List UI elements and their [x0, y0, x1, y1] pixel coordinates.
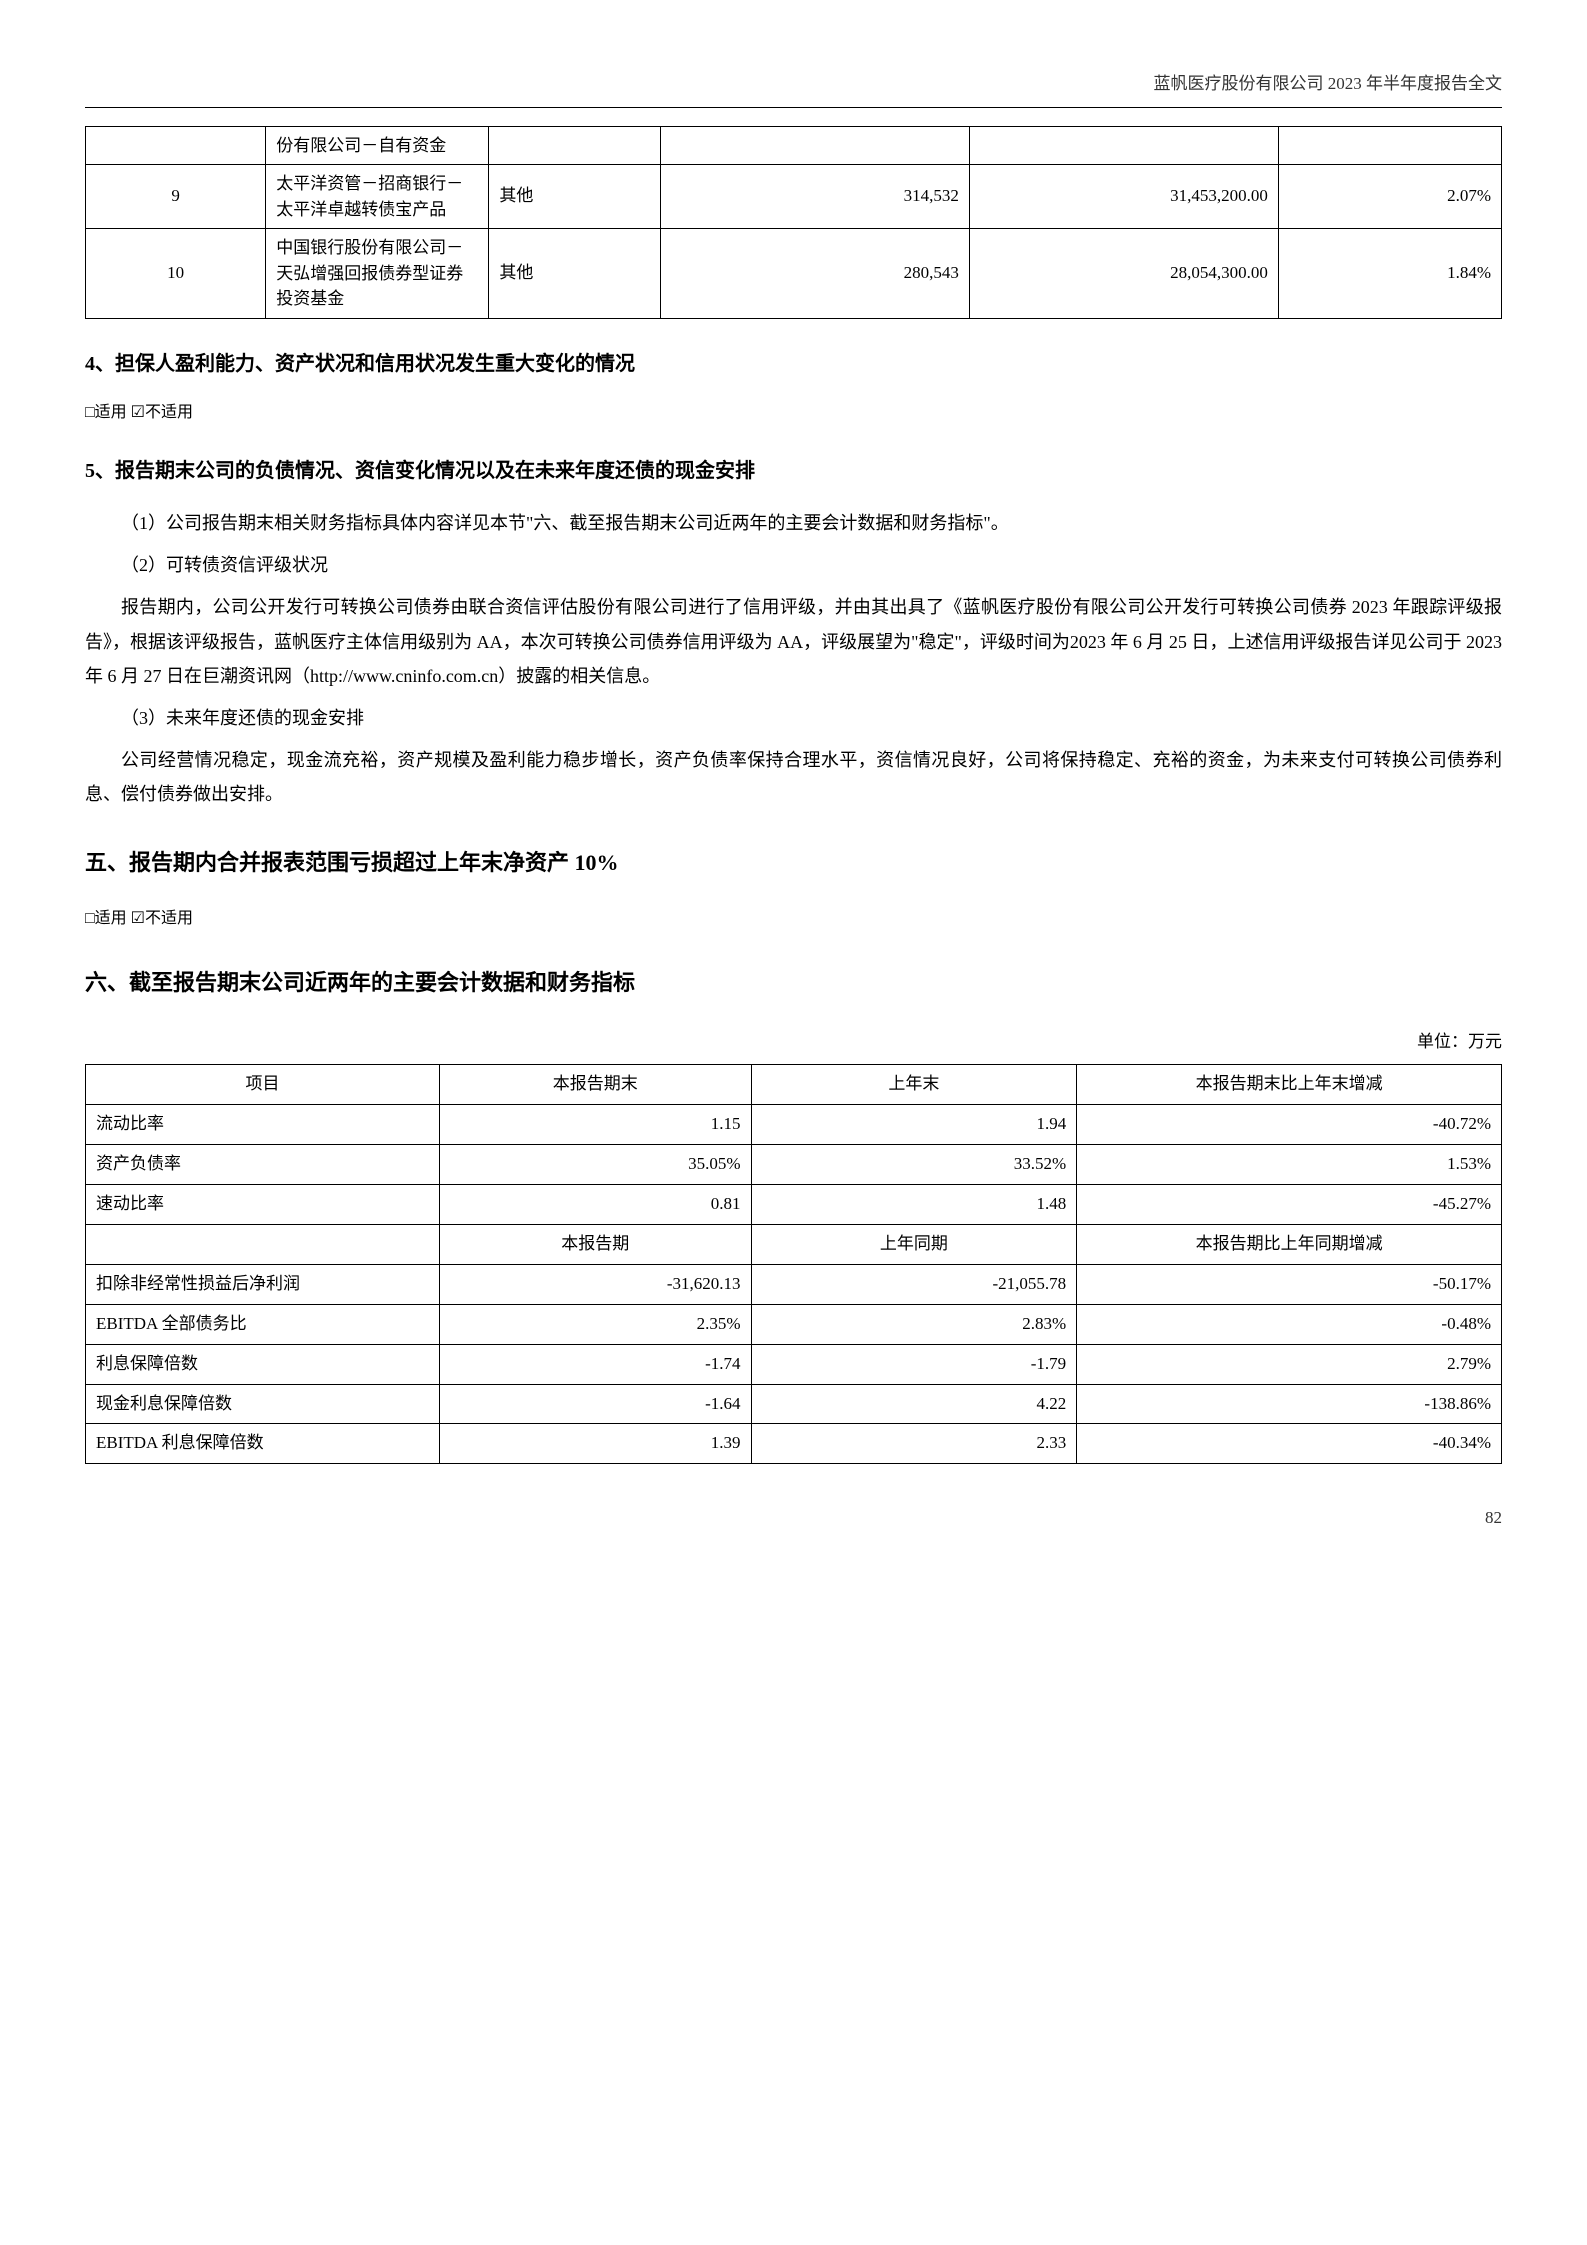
metric-prior: 2.83%	[751, 1304, 1077, 1344]
applicable-check: □适用 ☑不适用	[85, 905, 1502, 932]
pct-cell: 2.07%	[1278, 165, 1501, 229]
amount-cell: 31,453,200.00	[969, 165, 1278, 229]
table-row: EBITDA 利息保障倍数 1.39 2.33 -40.34%	[86, 1424, 1502, 1464]
metric-current: 1.39	[440, 1424, 752, 1464]
page-header: 蓝帆医疗股份有限公司 2023 年半年度报告全文	[85, 70, 1502, 108]
metric-change: -45.27%	[1077, 1185, 1502, 1225]
col-current: 本报告期末	[440, 1065, 752, 1105]
metric-prior: -1.79	[751, 1344, 1077, 1384]
metric-name: 利息保障倍数	[86, 1344, 440, 1384]
name-cell: 太平洋资管－招商银行－太平洋卓越转债宝产品	[266, 165, 489, 229]
metric-prior: 1.94	[751, 1105, 1077, 1145]
table-header-row: 项目 本报告期末 上年末 本报告期末比上年末增减	[86, 1065, 1502, 1105]
page-number: 82	[85, 1504, 1502, 1533]
col-prior: 上年同期	[751, 1225, 1077, 1265]
seq-cell: 9	[86, 165, 266, 229]
metric-name: 流动比率	[86, 1105, 440, 1145]
table-row: 现金利息保障倍数 -1.64 4.22 -138.86%	[86, 1384, 1502, 1424]
metric-current: 2.35%	[440, 1304, 752, 1344]
metric-current: 0.81	[440, 1185, 752, 1225]
metric-name: 扣除非经常性损益后净利润	[86, 1264, 440, 1304]
amount-cell: 28,054,300.00	[969, 229, 1278, 319]
table-row: 扣除非经常性损益后净利润 -31,620.13 -21,055.78 -50.1…	[86, 1264, 1502, 1304]
metric-change: 1.53%	[1077, 1145, 1502, 1185]
metric-current: 35.05%	[440, 1145, 752, 1185]
applicable-check: □适用 ☑不适用	[85, 399, 1502, 426]
metric-name: 现金利息保障倍数	[86, 1384, 440, 1424]
metric-change: -40.72%	[1077, 1105, 1502, 1145]
type-cell: 其他	[489, 229, 661, 319]
pct-cell: 1.84%	[1278, 229, 1501, 319]
metric-name: EBITDA 全部债务比	[86, 1304, 440, 1344]
section-five-title: 五、报告期内合并报表范围亏损超过上年末净资产 10%	[85, 844, 1502, 885]
section-4-title: 4、担保人盈利能力、资产状况和信用状况发生重大变化的情况	[85, 347, 1502, 381]
table-row: 9 太平洋资管－招商银行－太平洋卓越转债宝产品 其他 314,532 31,45…	[86, 165, 1502, 229]
table-row: 流动比率 1.15 1.94 -40.72%	[86, 1105, 1502, 1145]
metric-prior: 4.22	[751, 1384, 1077, 1424]
name-cell: 份有限公司－自有资金	[266, 126, 489, 165]
metric-change: -138.86%	[1077, 1384, 1502, 1424]
metric-change: -40.34%	[1077, 1424, 1502, 1464]
paragraph: （1）公司报告期末相关财务指标具体内容详见本节"六、截至报告期末公司近两年的主要…	[85, 506, 1502, 540]
metric-name: 资产负债率	[86, 1145, 440, 1185]
section-5-title: 5、报告期末公司的负债情况、资信变化情况以及在未来年度还债的现金安排	[85, 454, 1502, 488]
col-prior: 上年末	[751, 1065, 1077, 1105]
type-cell	[489, 126, 661, 165]
name-cell: 中国银行股份有限公司－天弘增强回报债券型证券投资基金	[266, 229, 489, 319]
metric-current: -31,620.13	[440, 1264, 752, 1304]
table-row: 利息保障倍数 -1.74 -1.79 2.79%	[86, 1344, 1502, 1384]
col-change: 本报告期比上年同期增减	[1077, 1225, 1502, 1265]
table-row: 10 中国银行股份有限公司－天弘增强回报债券型证券投资基金 其他 280,543…	[86, 229, 1502, 319]
shares-cell: 314,532	[660, 165, 969, 229]
metric-current: 1.15	[440, 1105, 752, 1145]
metric-current: -1.64	[440, 1384, 752, 1424]
metric-name: 速动比率	[86, 1185, 440, 1225]
financial-indicators-table: 项目 本报告期末 上年末 本报告期末比上年末增减 流动比率 1.15 1.94 …	[85, 1064, 1502, 1464]
col-change: 本报告期末比上年末增减	[1077, 1065, 1502, 1105]
metric-change: 2.79%	[1077, 1344, 1502, 1384]
paragraph: （2）可转债资信评级状况	[85, 548, 1502, 582]
table-row: 速动比率 0.81 1.48 -45.27%	[86, 1185, 1502, 1225]
amount-cell	[969, 126, 1278, 165]
unit-label: 单位：万元	[85, 1028, 1502, 1057]
paragraph: （3）未来年度还债的现金安排	[85, 701, 1502, 735]
table-row: 资产负债率 35.05% 33.52% 1.53%	[86, 1145, 1502, 1185]
seq-cell	[86, 126, 266, 165]
metric-name: EBITDA 利息保障倍数	[86, 1424, 440, 1464]
paragraph: 公司经营情况稳定，现金流充裕，资产规模及盈利能力稳步增长，资产负债率保持合理水平…	[85, 743, 1502, 811]
pct-cell	[1278, 126, 1501, 165]
col-item: 项目	[86, 1065, 440, 1105]
type-cell: 其他	[489, 165, 661, 229]
metric-change: -50.17%	[1077, 1264, 1502, 1304]
shareholders-table: 份有限公司－自有资金 9 太平洋资管－招商银行－太平洋卓越转债宝产品 其他 31…	[85, 126, 1502, 319]
metric-prior: 33.52%	[751, 1145, 1077, 1185]
metric-prior: 2.33	[751, 1424, 1077, 1464]
shares-cell	[660, 126, 969, 165]
metric-prior: -21,055.78	[751, 1264, 1077, 1304]
section-six-title: 六、截至报告期末公司近两年的主要会计数据和财务指标	[85, 964, 1502, 1005]
metric-change: -0.48%	[1077, 1304, 1502, 1344]
seq-cell: 10	[86, 229, 266, 319]
table-row: 份有限公司－自有资金	[86, 126, 1502, 165]
col-item	[86, 1225, 440, 1265]
metric-prior: 1.48	[751, 1185, 1077, 1225]
table-row: EBITDA 全部债务比 2.35% 2.83% -0.48%	[86, 1304, 1502, 1344]
shares-cell: 280,543	[660, 229, 969, 319]
col-current: 本报告期	[440, 1225, 752, 1265]
paragraph: 报告期内，公司公开发行可转换公司债券由联合资信评估股份有限公司进行了信用评级，并…	[85, 590, 1502, 693]
table-header-row: 本报告期 上年同期 本报告期比上年同期增减	[86, 1225, 1502, 1265]
metric-current: -1.74	[440, 1344, 752, 1384]
